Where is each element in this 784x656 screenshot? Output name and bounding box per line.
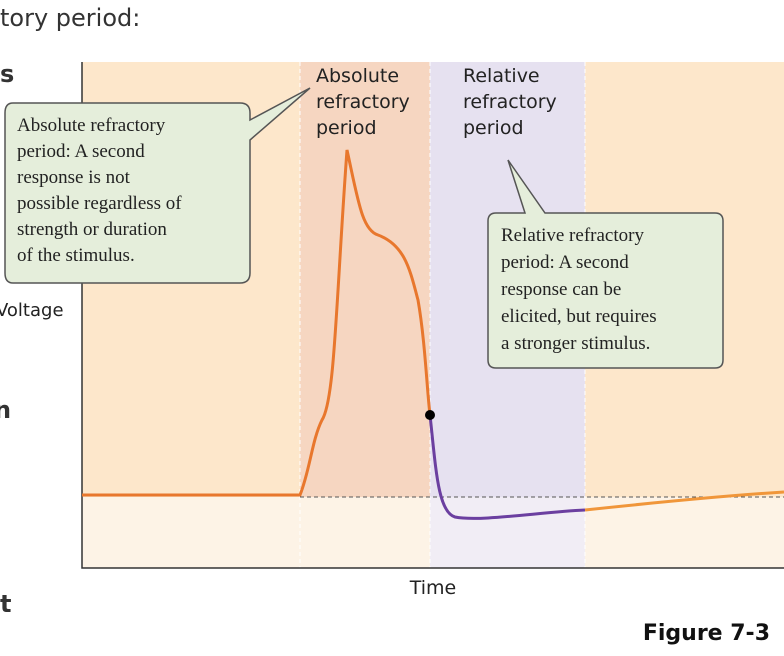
callout-text: a stronger stimulus. — [501, 333, 650, 354]
callout-text: response can be — [501, 279, 621, 300]
callout-text: strength or duration — [17, 219, 167, 240]
figure-caption: Figure 7-3 — [643, 621, 770, 646]
slide-title: tory period: — [0, 4, 140, 32]
callout-text: Absolute refractory — [17, 115, 166, 136]
band-label: refractory — [463, 91, 557, 113]
absolute-band — [300, 62, 430, 497]
callout-left: Absolute refractory period: A second res… — [4, 87, 311, 284]
threshold-dot — [425, 410, 435, 420]
hyperpolarization — [428, 414, 586, 520]
callout-right: Relative refractory period: A second res… — [487, 159, 724, 369]
callout-text: possible regardless of — [17, 193, 182, 214]
relative-band-lower — [430, 497, 585, 568]
callout-text: response is not — [17, 167, 131, 188]
y-axis-label: Voltage — [0, 300, 64, 321]
callout-text: period: A second — [17, 141, 145, 162]
callout-text: Relative refractory — [501, 225, 644, 246]
side-text: s — [0, 60, 14, 88]
callout-box — [4, 87, 311, 284]
band-label: Absolute — [316, 65, 399, 87]
callout-text: period: A second — [501, 252, 629, 273]
callout-text: of the stimulus. — [17, 245, 135, 266]
side-text: t — [0, 590, 11, 618]
band-label: refractory — [316, 91, 410, 113]
band-label: period — [463, 117, 524, 139]
callout-box — [487, 159, 724, 369]
x-axis-label: Time — [409, 577, 457, 599]
recovery — [584, 490, 784, 512]
side-text: n — [0, 396, 11, 424]
action-potential — [82, 149, 432, 497]
band-label: period — [316, 117, 377, 139]
callout-text: elicited, but requires — [501, 306, 657, 327]
band-label: Relative — [463, 65, 540, 87]
